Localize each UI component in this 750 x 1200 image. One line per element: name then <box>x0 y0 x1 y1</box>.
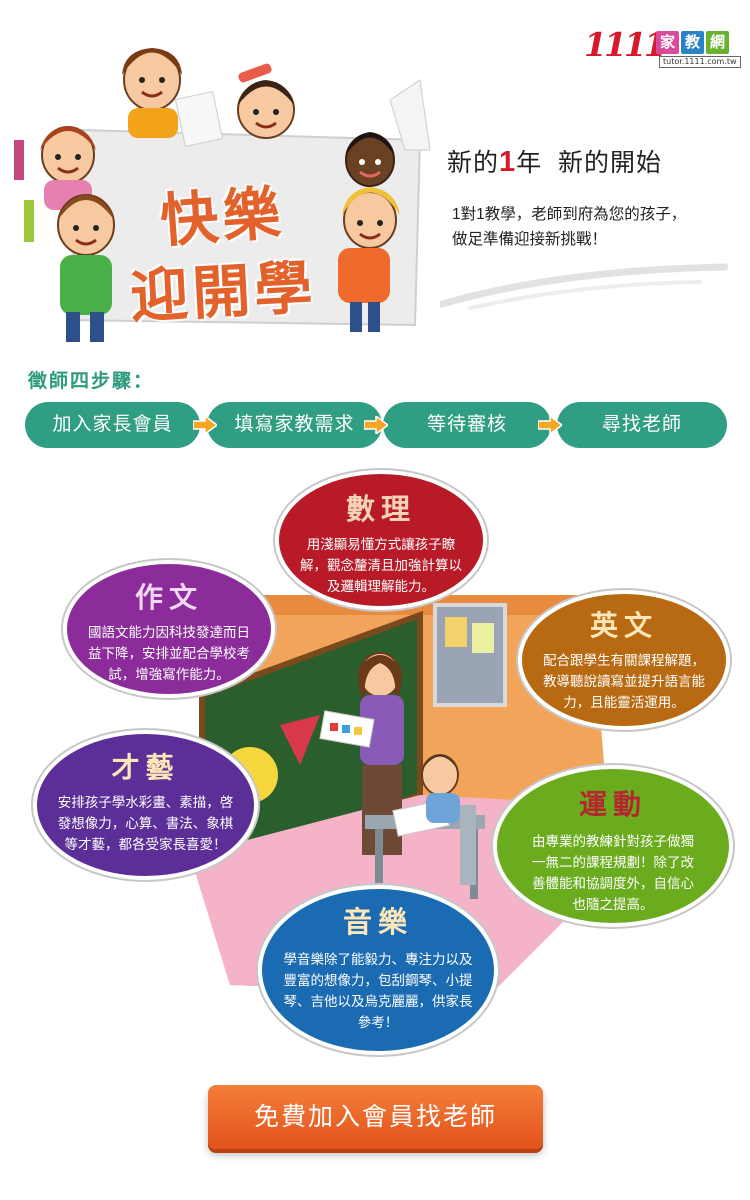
arrow-right-icon <box>364 416 388 434</box>
subject-title: 才藝 <box>111 751 180 784</box>
subject-description: 用淺顯易懂方式讓孩子瞭解，觀念釐清且加強計算以及邏輯理解能力。 <box>300 537 462 594</box>
subject-title: 運動 <box>578 788 647 821</box>
hero-subtext-line: 1對1教學，老師到府為您的孩子， <box>452 206 687 223</box>
hero-subtext-line: 做足準備迎接新挑戰！ <box>452 231 608 248</box>
step-await-review[interactable]: 等待審核 <box>383 402 551 448</box>
hero-kids-art <box>14 48 431 342</box>
logo-char-boxes: 家 教 網 <box>656 31 729 54</box>
logo-url: tutor.1111.com.tw <box>659 56 741 68</box>
subject-bubble-composition: 作文 國語文能力因科技發達而日益下降，安排並配合學校考試，增強寫作能力。 <box>63 560 275 698</box>
steps-label: 徵師四步驟： <box>28 370 155 392</box>
subject-description: 配合跟學生有關課程解題，教導聽說讀寫並提升語言能力，且能靈活運用。 <box>543 653 705 710</box>
subject-bubble-math: 數理 用淺顯易懂方式讓孩子瞭解，觀念釐清且加強計算以及邏輯理解能力。 <box>275 470 487 610</box>
subject-bubble-sports: 運動 由專業的教練針對孩子做獨一無二的課程規劃！除了改善體能和協調度外，自信心也… <box>493 765 733 927</box>
arrow-right-icon <box>538 416 562 434</box>
subject-bubble-english: 英文 配合跟學生有關課程解題，教導聽說讀寫並提升語言能力，且能靈活運用。 <box>518 590 730 730</box>
logo-char: 教 <box>681 31 704 54</box>
step-fill-request[interactable]: 填寫家教需求 <box>207 402 382 448</box>
arrow-right-icon <box>193 416 217 434</box>
banner-title-line2: 迎開學 <box>128 253 318 331</box>
subject-description: 學音樂除了能毅力、專注力以及豐富的想像力，包刮鋼琴、小提琴、吉他以及烏克麗麗，供… <box>283 952 473 1030</box>
steps-bar: 加入家長會員 填寫家教需求 等待審核 尋找老師 <box>25 402 727 448</box>
site-logo[interactable]: 1111 家 教 網 tutor.1111.com.tw <box>584 25 741 68</box>
logo-numbers: 1111 <box>584 25 667 64</box>
subject-description: 安排孩子學水彩畫、素描，啓發想像力，心算、書法、象棋等才藝，都各受家長喜愛！ <box>57 795 234 852</box>
hero-subtext: 1對1教學，老師到府為您的孩子， 做足準備迎接新挑戰！ <box>452 202 742 252</box>
step-find-teacher[interactable]: 尋找老師 <box>557 402 727 448</box>
logo-char: 家 <box>656 31 679 54</box>
step-join-member[interactable]: 加入家長會員 <box>25 402 200 448</box>
subject-bubble-arts: 才藝 安排孩子學水彩畫、素描，啓發想像力，心算、書法、象棋等才藝，都各受家長喜愛… <box>33 730 258 880</box>
subject-title: 數理 <box>345 492 416 526</box>
join-free-member-button[interactable]: 免費加入會員找老師 <box>208 1085 543 1149</box>
subject-description: 由專業的教練針對孩子做獨一無二的課程規劃！除了改善體能和協調度外，自信心也隨之提… <box>532 834 694 912</box>
hero-illustration: 快樂 迎開學 <box>10 20 440 350</box>
subject-title: 作文 <box>134 581 203 614</box>
headline-prefix: 新的 <box>447 149 500 177</box>
headline-suffix: 年 新的開始 <box>516 149 663 177</box>
logo-char: 網 <box>706 31 729 54</box>
subject-description: 國語文能力因科技發達而日益下降，安排並配合學校考試，增強寫作能力。 <box>88 625 250 682</box>
subject-title: 音樂 <box>342 905 413 939</box>
headline-number: 1 <box>499 146 517 178</box>
hero-headline: 新的1年 新的開始 <box>447 143 662 179</box>
subject-bubble-music: 音樂 學音樂除了能毅力、專注力以及豐富的想像力，包刮鋼琴、小提琴、吉他以及烏克麗… <box>258 885 498 1055</box>
decorative-swoosh <box>440 263 729 310</box>
subject-title: 英文 <box>589 609 658 642</box>
